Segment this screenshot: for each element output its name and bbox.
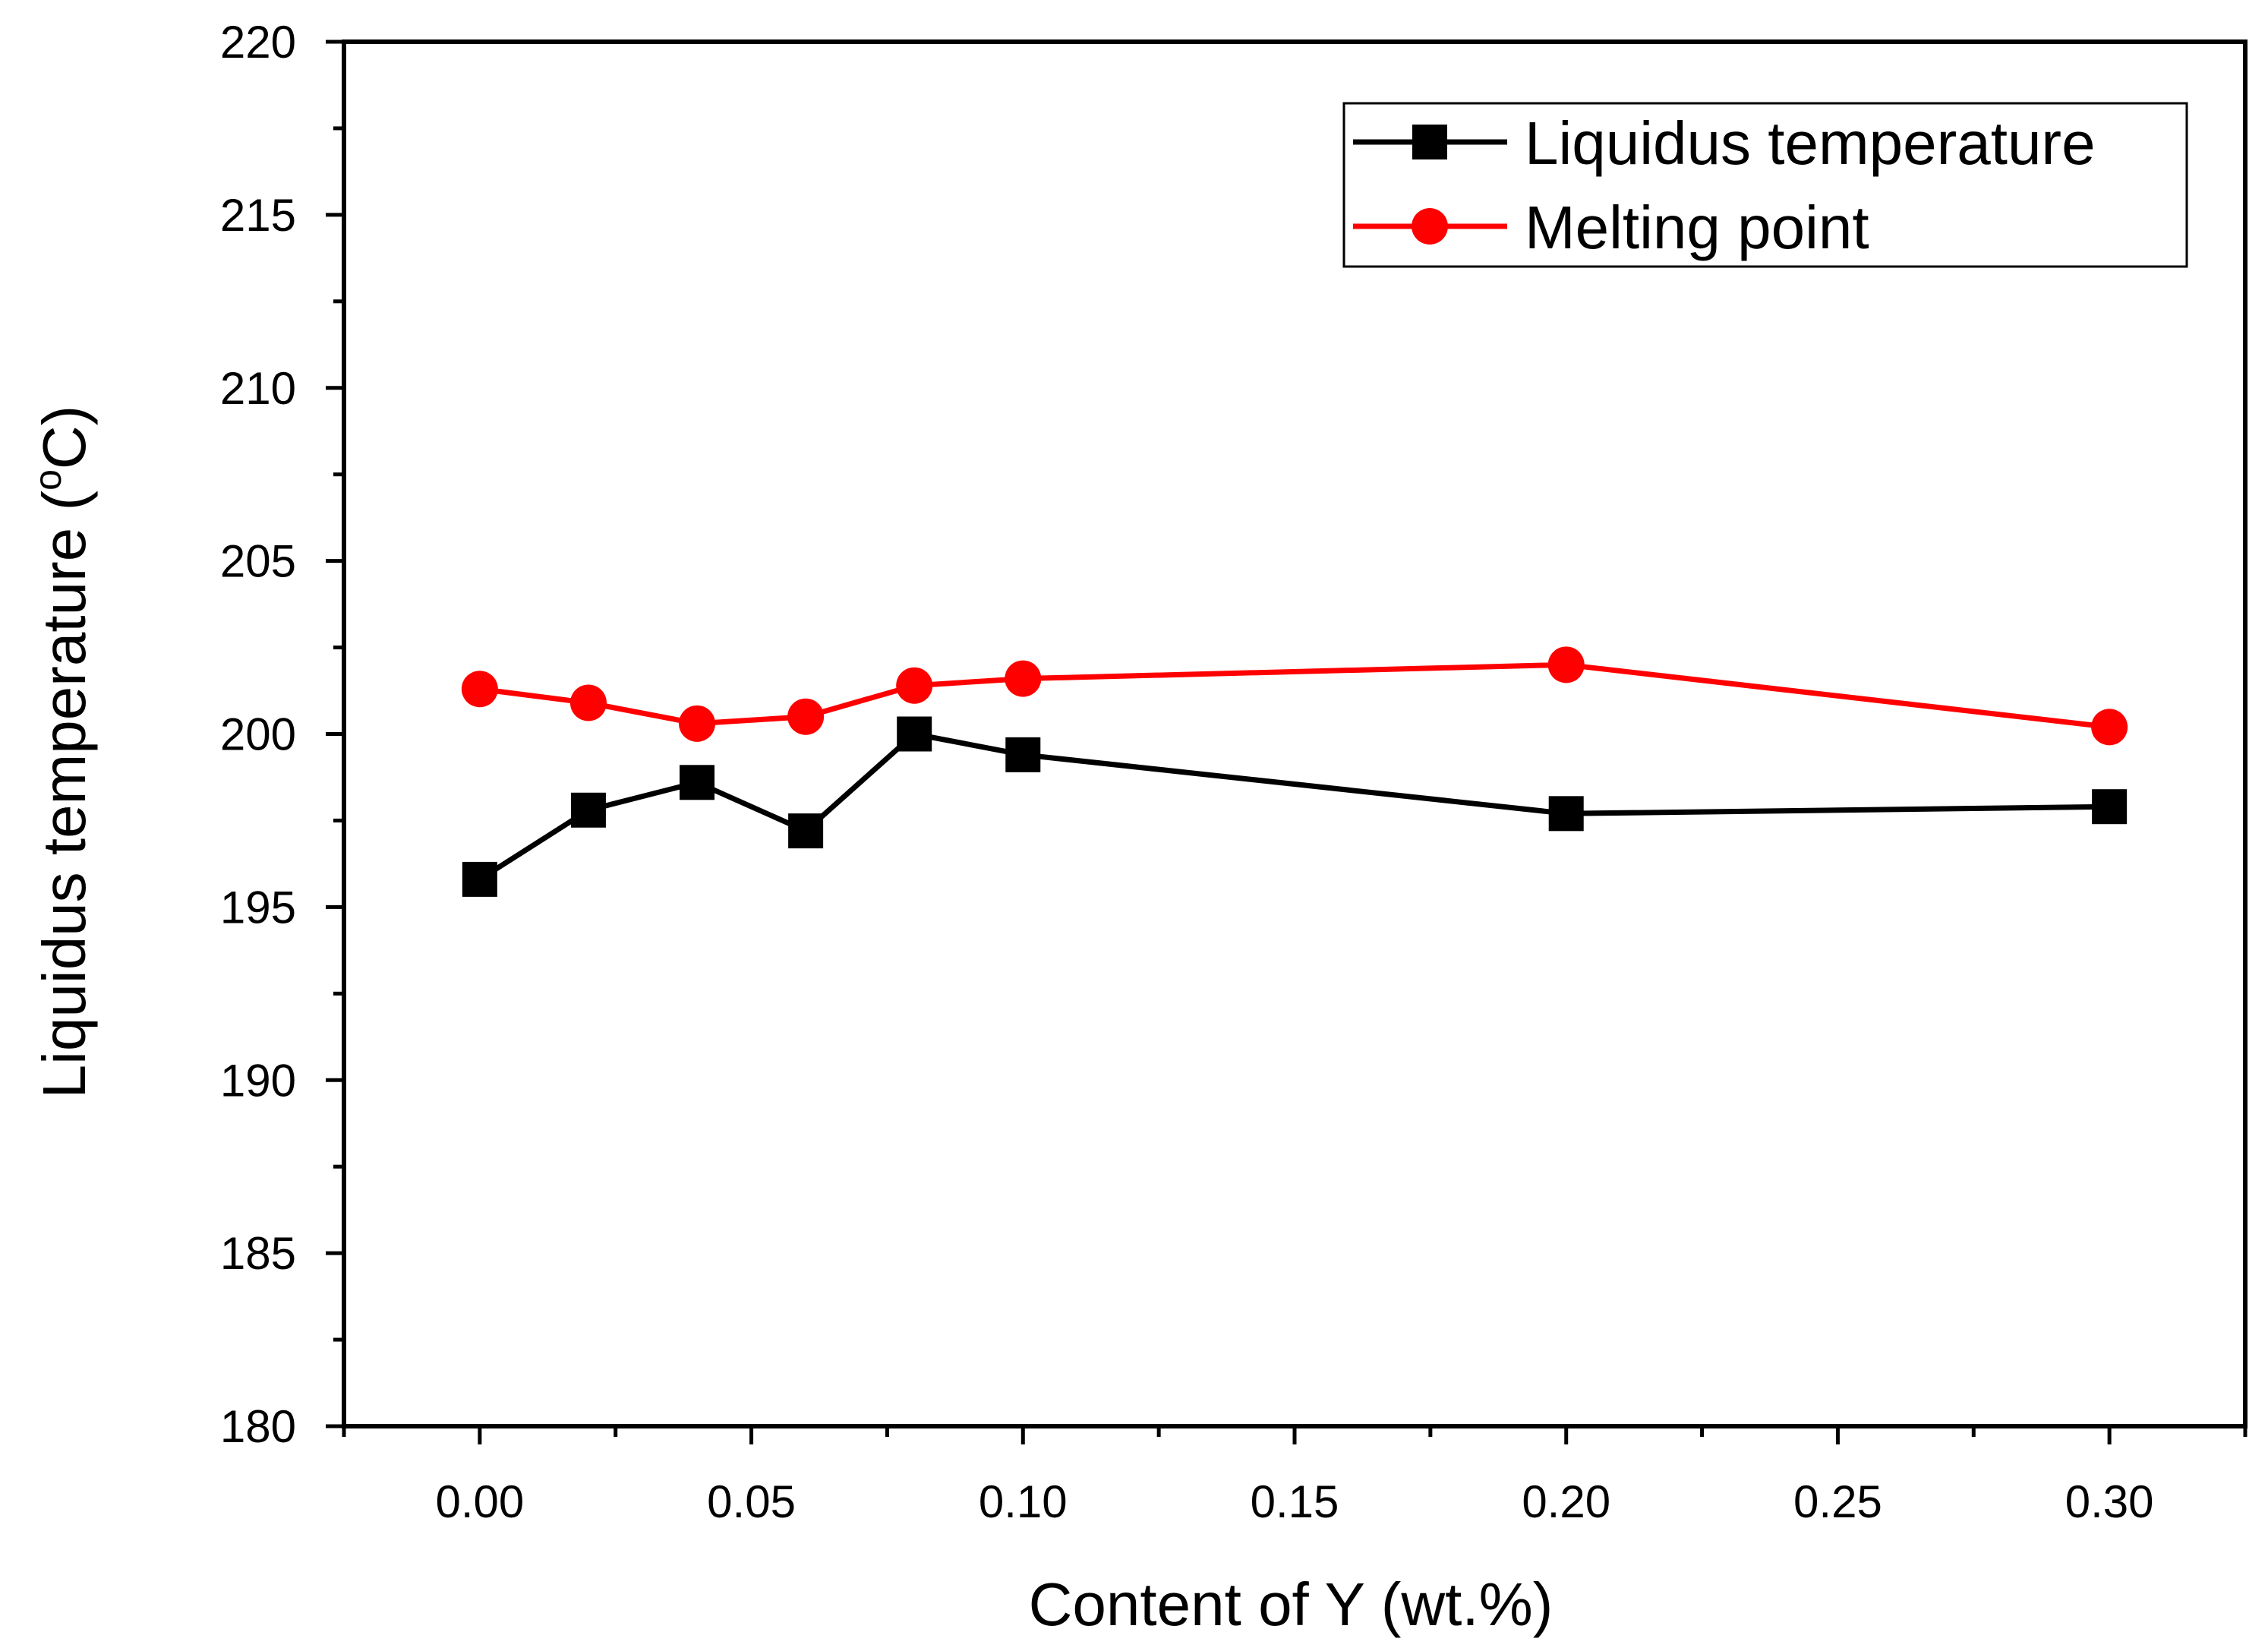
x-tick-label: 0.30 — [2065, 1476, 2154, 1527]
data-point — [679, 705, 716, 742]
y-axis-title-main: Liquidus temperature ( — [30, 491, 98, 1099]
y-tick-label: 195 — [220, 882, 296, 933]
y-tick-label: 190 — [220, 1055, 296, 1106]
y-tick-label: 200 — [220, 709, 296, 760]
legend-marker-liquidus — [1412, 125, 1447, 159]
plot-frame — [342, 39, 2247, 1428]
data-point — [680, 765, 715, 800]
data-point — [788, 813, 824, 849]
x-tick-label: 0.20 — [1522, 1476, 1610, 1527]
legend: Liquidus temperature Melting point — [1342, 102, 2188, 268]
data-point — [2091, 709, 2128, 746]
x-axis-title: Content of Y (wt.%) — [1029, 1571, 1554, 1638]
data-point — [461, 671, 498, 708]
legend-marker-melting — [1412, 208, 1448, 245]
axis-tick-labels: 0.00 0.05 0.10 0.15 0.20 0.25 0.30 180 185 190 195… — [220, 17, 2154, 1527]
x-tick-label: 0.15 — [1251, 1476, 1339, 1527]
y-tick-label: 220 — [220, 17, 296, 68]
series-melting-point — [461, 646, 2128, 746]
y-tick-label: 205 — [220, 536, 296, 587]
y-axis-title-end: C) — [30, 406, 98, 469]
data-point — [569, 684, 607, 721]
data-point — [2092, 789, 2128, 825]
data-point — [1005, 660, 1042, 697]
data-point — [1005, 737, 1041, 772]
series-line — [479, 661, 2110, 730]
series-liquidus-temperature — [462, 716, 2128, 897]
data-point — [1547, 646, 1585, 683]
x-tick-label: 0.05 — [707, 1476, 796, 1527]
y-tick-label: 185 — [220, 1228, 296, 1279]
x-tick-label: 0.00 — [435, 1476, 524, 1527]
y-tick-label: 210 — [220, 363, 296, 414]
y-axis-title: Liquidus temperature (oC) — [27, 406, 98, 1099]
data-point — [462, 861, 497, 897]
data-point — [1548, 796, 1584, 832]
data-point — [896, 667, 933, 704]
data-point — [787, 698, 825, 735]
y-axis-title-degree: o — [27, 469, 69, 491]
y-tick-label: 180 — [220, 1401, 296, 1452]
x-tick-label: 0.25 — [1793, 1476, 1882, 1527]
legend-box — [1342, 102, 2188, 268]
data-point — [570, 792, 606, 828]
series-line — [478, 731, 2110, 882]
legend-label-melting: Melting point — [1525, 194, 1869, 261]
data-point — [897, 716, 932, 752]
x-tick-label: 0.10 — [979, 1476, 1068, 1527]
y-tick-label: 215 — [220, 190, 296, 241]
series-layer — [461, 646, 2128, 897]
legend-label-liquidus: Liquidus temperature — [1525, 109, 2096, 177]
